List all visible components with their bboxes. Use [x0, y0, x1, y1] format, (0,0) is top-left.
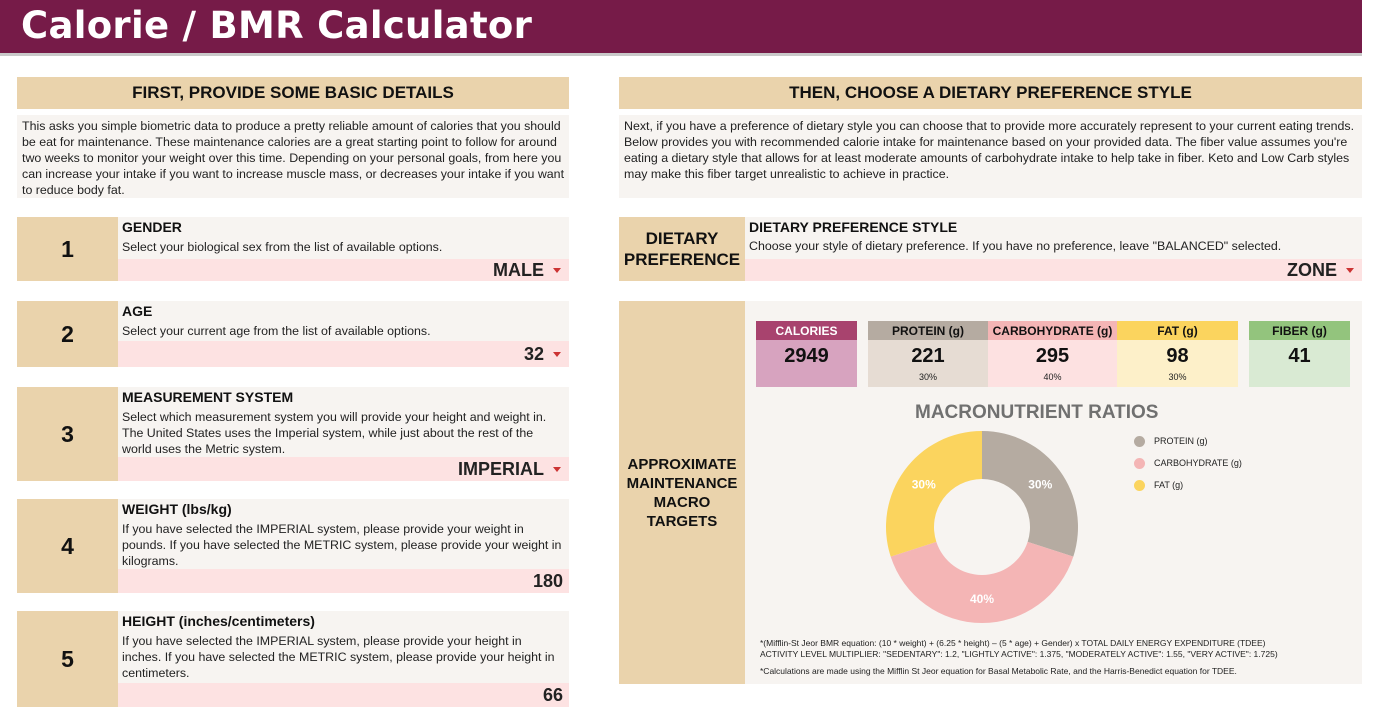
height-description: If you have selected the IMPERIAL system…	[122, 634, 555, 680]
step-number: 1	[17, 217, 118, 281]
macro-targets-panel: APPROXIMATE MAINTENANCE MACRO TARGETS CA…	[619, 301, 1362, 684]
dietary-preference-description: Choose your style of dietary preference.…	[749, 239, 1282, 253]
weight-step: 4 WEIGHT (lbs/kg) If you have selected t…	[17, 499, 569, 593]
fat-percent: 30%	[1168, 372, 1187, 382]
page-title: Calorie / BMR Calculator	[21, 4, 533, 47]
carbohydrate-percent: 40%	[1043, 372, 1062, 382]
dietary-description: Next, if you have a preference of dietar…	[619, 115, 1362, 198]
app-header: Calorie / BMR Calculator	[0, 0, 1362, 56]
donut-slice-fat	[886, 431, 982, 557]
fiber-value: 41	[1288, 345, 1311, 367]
dropdown-arrow-icon[interactable]	[553, 466, 561, 472]
height-title: HEIGHT (inches/centimeters)	[122, 613, 315, 629]
dietary-preference-value: ZONE	[1286, 259, 1337, 280]
measurement-system-title: MEASUREMENT SYSTEM	[122, 389, 294, 405]
carbohydrate-header: CARBOHYDRATE (g)	[988, 321, 1117, 340]
age-step: 2 AGE Select your current age from the l…	[17, 301, 569, 367]
legend-swatch	[1134, 435, 1145, 447]
dietary-preference-dropdown[interactable]: ZONE	[745, 259, 1362, 281]
legend-label: PROTEIN (g)	[1154, 436, 1208, 446]
basic-details-description: This asks you simple biometric data to p…	[17, 115, 569, 198]
step-number: 2	[17, 301, 118, 367]
macronutrient-donut-chart: 30% 40% 30%	[886, 431, 1078, 623]
weight-value: 180	[532, 570, 563, 591]
age-value: 32	[523, 343, 544, 364]
protein-stat: PROTEIN (g) 221 30%	[868, 321, 988, 387]
fat-header: FAT (g)	[1117, 321, 1238, 340]
legend-swatch	[1134, 479, 1145, 491]
macro-targets-label: APPROXIMATE MAINTENANCE MACRO TARGETS	[619, 301, 745, 684]
weight-description: If you have selected the IMPERIAL system…	[122, 522, 562, 568]
height-input[interactable]: 66	[118, 683, 569, 707]
protein-header: PROTEIN (g)	[868, 321, 988, 340]
calories-stat: CALORIES 2949	[756, 321, 857, 387]
carbohydrate-stat: CARBOHYDRATE (g) 295 40%	[988, 321, 1117, 387]
gender-value: MALE	[493, 259, 544, 280]
calories-value: 2949	[784, 345, 829, 367]
gender-title: GENDER	[122, 219, 182, 235]
basic-details-section-title: FIRST, PROVIDE SOME BASIC DETAILS	[17, 77, 569, 109]
legend-label: CARBOHYDRATE (g)	[1154, 458, 1242, 468]
dietary-preference-label: DIETARY PREFERENCE	[619, 217, 745, 281]
gender-step: 1 GENDER Select your biological sex from…	[17, 217, 569, 281]
measurement-system-dropdown[interactable]: IMPERIAL	[118, 457, 569, 481]
step-number: 4	[17, 499, 118, 593]
fat-stat: FAT (g) 98 30%	[1117, 321, 1238, 387]
chart-legend: PROTEIN (g) CARBOHYDRATE (g) FAT (g)	[1134, 430, 1242, 496]
protein-value: 221	[911, 345, 945, 367]
legend-label: FAT (g)	[1154, 480, 1184, 490]
carbohydrate-value: 295	[1035, 345, 1070, 367]
age-description: Select your current age from the list of…	[122, 324, 431, 338]
fat-value: 98	[1166, 345, 1189, 367]
dietary-section-title: THEN, CHOOSE A DIETARY PREFERENCE STYLE	[619, 77, 1362, 109]
dietary-preference-step: DIETARY PREFERENCE DIETARY PREFERENCE ST…	[619, 217, 1362, 281]
footnote-activity: ACTIVITY LEVEL MULTIPLIER: "SEDENTARY": …	[760, 649, 1278, 659]
chart-title: MACRONUTRIENT RATIOS	[915, 402, 1159, 423]
dropdown-arrow-icon[interactable]	[553, 351, 561, 357]
legend-item: PROTEIN (g)	[1134, 430, 1242, 452]
donut-slice-label: 40%	[970, 592, 994, 606]
step-number: 3	[17, 387, 118, 481]
dropdown-arrow-icon[interactable]	[553, 267, 561, 273]
measurement-system-step: 3 MEASUREMENT SYSTEM Select which measur…	[17, 387, 569, 481]
footnote-calculation: *Calculations are made using the Mifflin…	[760, 666, 1237, 676]
measurement-system-value: IMPERIAL	[457, 458, 544, 479]
donut-slice-label: 30%	[1028, 478, 1052, 492]
fiber-stat: FIBER (g) 41	[1249, 321, 1350, 387]
dietary-preference-title: DIETARY PREFERENCE STYLE	[749, 219, 958, 235]
height-step: 5 HEIGHT (inches/centimeters) If you hav…	[17, 611, 569, 707]
legend-item: FAT (g)	[1134, 474, 1242, 496]
age-title: AGE	[122, 303, 153, 319]
fiber-header: FIBER (g)	[1249, 321, 1350, 340]
gender-dropdown[interactable]: MALE	[118, 259, 569, 281]
protein-percent: 30%	[918, 372, 937, 382]
weight-title: WEIGHT (lbs/kg)	[122, 501, 232, 517]
donut-slice-label: 30%	[912, 478, 936, 492]
gender-description: Select your biological sex from the list…	[122, 240, 443, 254]
calories-header: CALORIES	[756, 321, 857, 340]
donut-slice-protein	[982, 431, 1078, 557]
height-value: 66	[542, 684, 563, 705]
step-number: 5	[17, 611, 118, 707]
footnote-equation: *(Mifflin-St Jeor BMR equation: (10 * we…	[760, 638, 1266, 648]
donut-slice-carbohydrate	[890, 541, 1074, 623]
weight-input[interactable]: 180	[118, 569, 569, 593]
measurement-system-description: Select which measurement system you will…	[122, 410, 547, 456]
dropdown-arrow-icon[interactable]	[1346, 267, 1354, 273]
age-dropdown[interactable]: 32	[118, 341, 569, 367]
legend-item: CARBOHYDRATE (g)	[1134, 452, 1242, 474]
legend-swatch	[1134, 457, 1145, 469]
